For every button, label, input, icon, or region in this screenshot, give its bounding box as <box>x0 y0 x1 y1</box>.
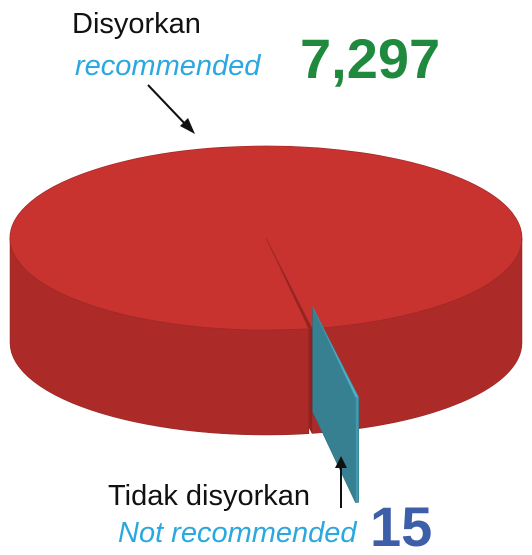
arrow-head <box>180 118 195 134</box>
slice-label-en: recommended <box>75 50 261 82</box>
slice-label-en: Not recommended <box>118 517 357 549</box>
arrow-head <box>335 456 347 468</box>
slice-label: Tidak disyorkan <box>108 480 310 512</box>
slice-side <box>355 397 359 503</box>
slice-top <box>9 145 523 331</box>
leader-line <box>147 84 189 128</box>
value-label: 7,297 <box>300 27 440 90</box>
pie <box>9 145 523 503</box>
slice-top <box>312 306 360 399</box>
value-label: 15 <box>370 495 432 555</box>
slice-label: Disyorkan <box>72 8 201 40</box>
